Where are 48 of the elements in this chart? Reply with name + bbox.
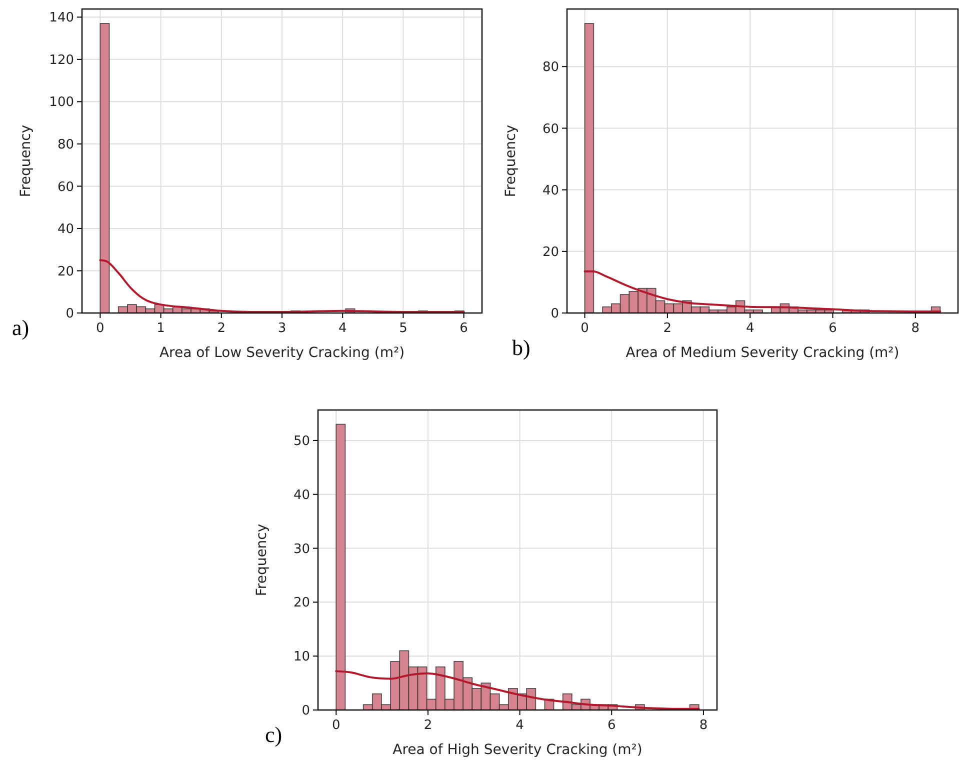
y-tick-label: 30 — [293, 542, 310, 557]
x-tick-label: 8 — [911, 321, 920, 336]
x-tick-label: 8 — [699, 718, 708, 733]
y-tick-label: 20 — [293, 596, 310, 611]
x-tick-label: 4 — [338, 321, 347, 336]
text: c) — [265, 722, 282, 747]
y-tick-label: 140 — [49, 10, 74, 26]
y-tick-label: 60 — [542, 122, 559, 137]
x-tick-label: 3 — [278, 321, 286, 336]
x-tick-label: 2 — [217, 321, 226, 336]
x-tick-label: 2 — [663, 321, 672, 336]
y-tick-label: 120 — [49, 52, 74, 68]
y-axis-title: Frequency — [18, 124, 34, 198]
x-axis-title: Area of High Severity Cracking (m²) — [392, 742, 642, 758]
y-tick-label: 100 — [49, 95, 74, 110]
x-tick-label: 2 — [424, 718, 432, 733]
line-series — [99, 259, 465, 313]
x-tick-label: 0 — [332, 718, 340, 733]
x-tick-label: 6 — [607, 718, 616, 733]
x-tick-label: 0 — [580, 321, 589, 336]
y-axis-title: Frequency — [503, 124, 519, 198]
y-tick-label: 40 — [293, 488, 310, 503]
line-series — [335, 670, 700, 710]
y-tick-label: 50 — [293, 434, 310, 450]
y-tick-label: 20 — [57, 264, 74, 280]
y-tick-label: 80 — [57, 137, 74, 152]
y-tick-label: 0 — [302, 704, 310, 719]
y-tick-label: 0 — [66, 306, 74, 322]
y-tick-label: 40 — [57, 222, 74, 238]
y-tick-label: 20 — [542, 244, 559, 260]
x-tick-label: 4 — [516, 718, 524, 733]
x-tick-label: 6 — [460, 321, 468, 336]
x-tick-label: 6 — [828, 321, 837, 336]
x-axis-title: Area of Medium Severity Cracking (m²) — [626, 345, 900, 361]
x-tick-label: 4 — [746, 321, 754, 336]
text: b) — [512, 335, 530, 360]
x-axis-title: Area of Low Severity Cracking (m²) — [159, 345, 405, 361]
y-axis-title: Frequency — [254, 524, 270, 596]
y-tick-label: 60 — [57, 180, 74, 195]
line-series — [584, 270, 942, 312]
y-tick-label: 40 — [542, 183, 559, 198]
text: a) — [12, 315, 30, 340]
x-tick-label: 1 — [156, 321, 165, 336]
y-tick-label: 80 — [542, 60, 559, 76]
x-tick-label: 5 — [399, 321, 408, 336]
y-tick-label: 10 — [293, 650, 310, 665]
x-tick-label: 0 — [96, 321, 104, 336]
y-tick-label: 0 — [550, 306, 559, 322]
